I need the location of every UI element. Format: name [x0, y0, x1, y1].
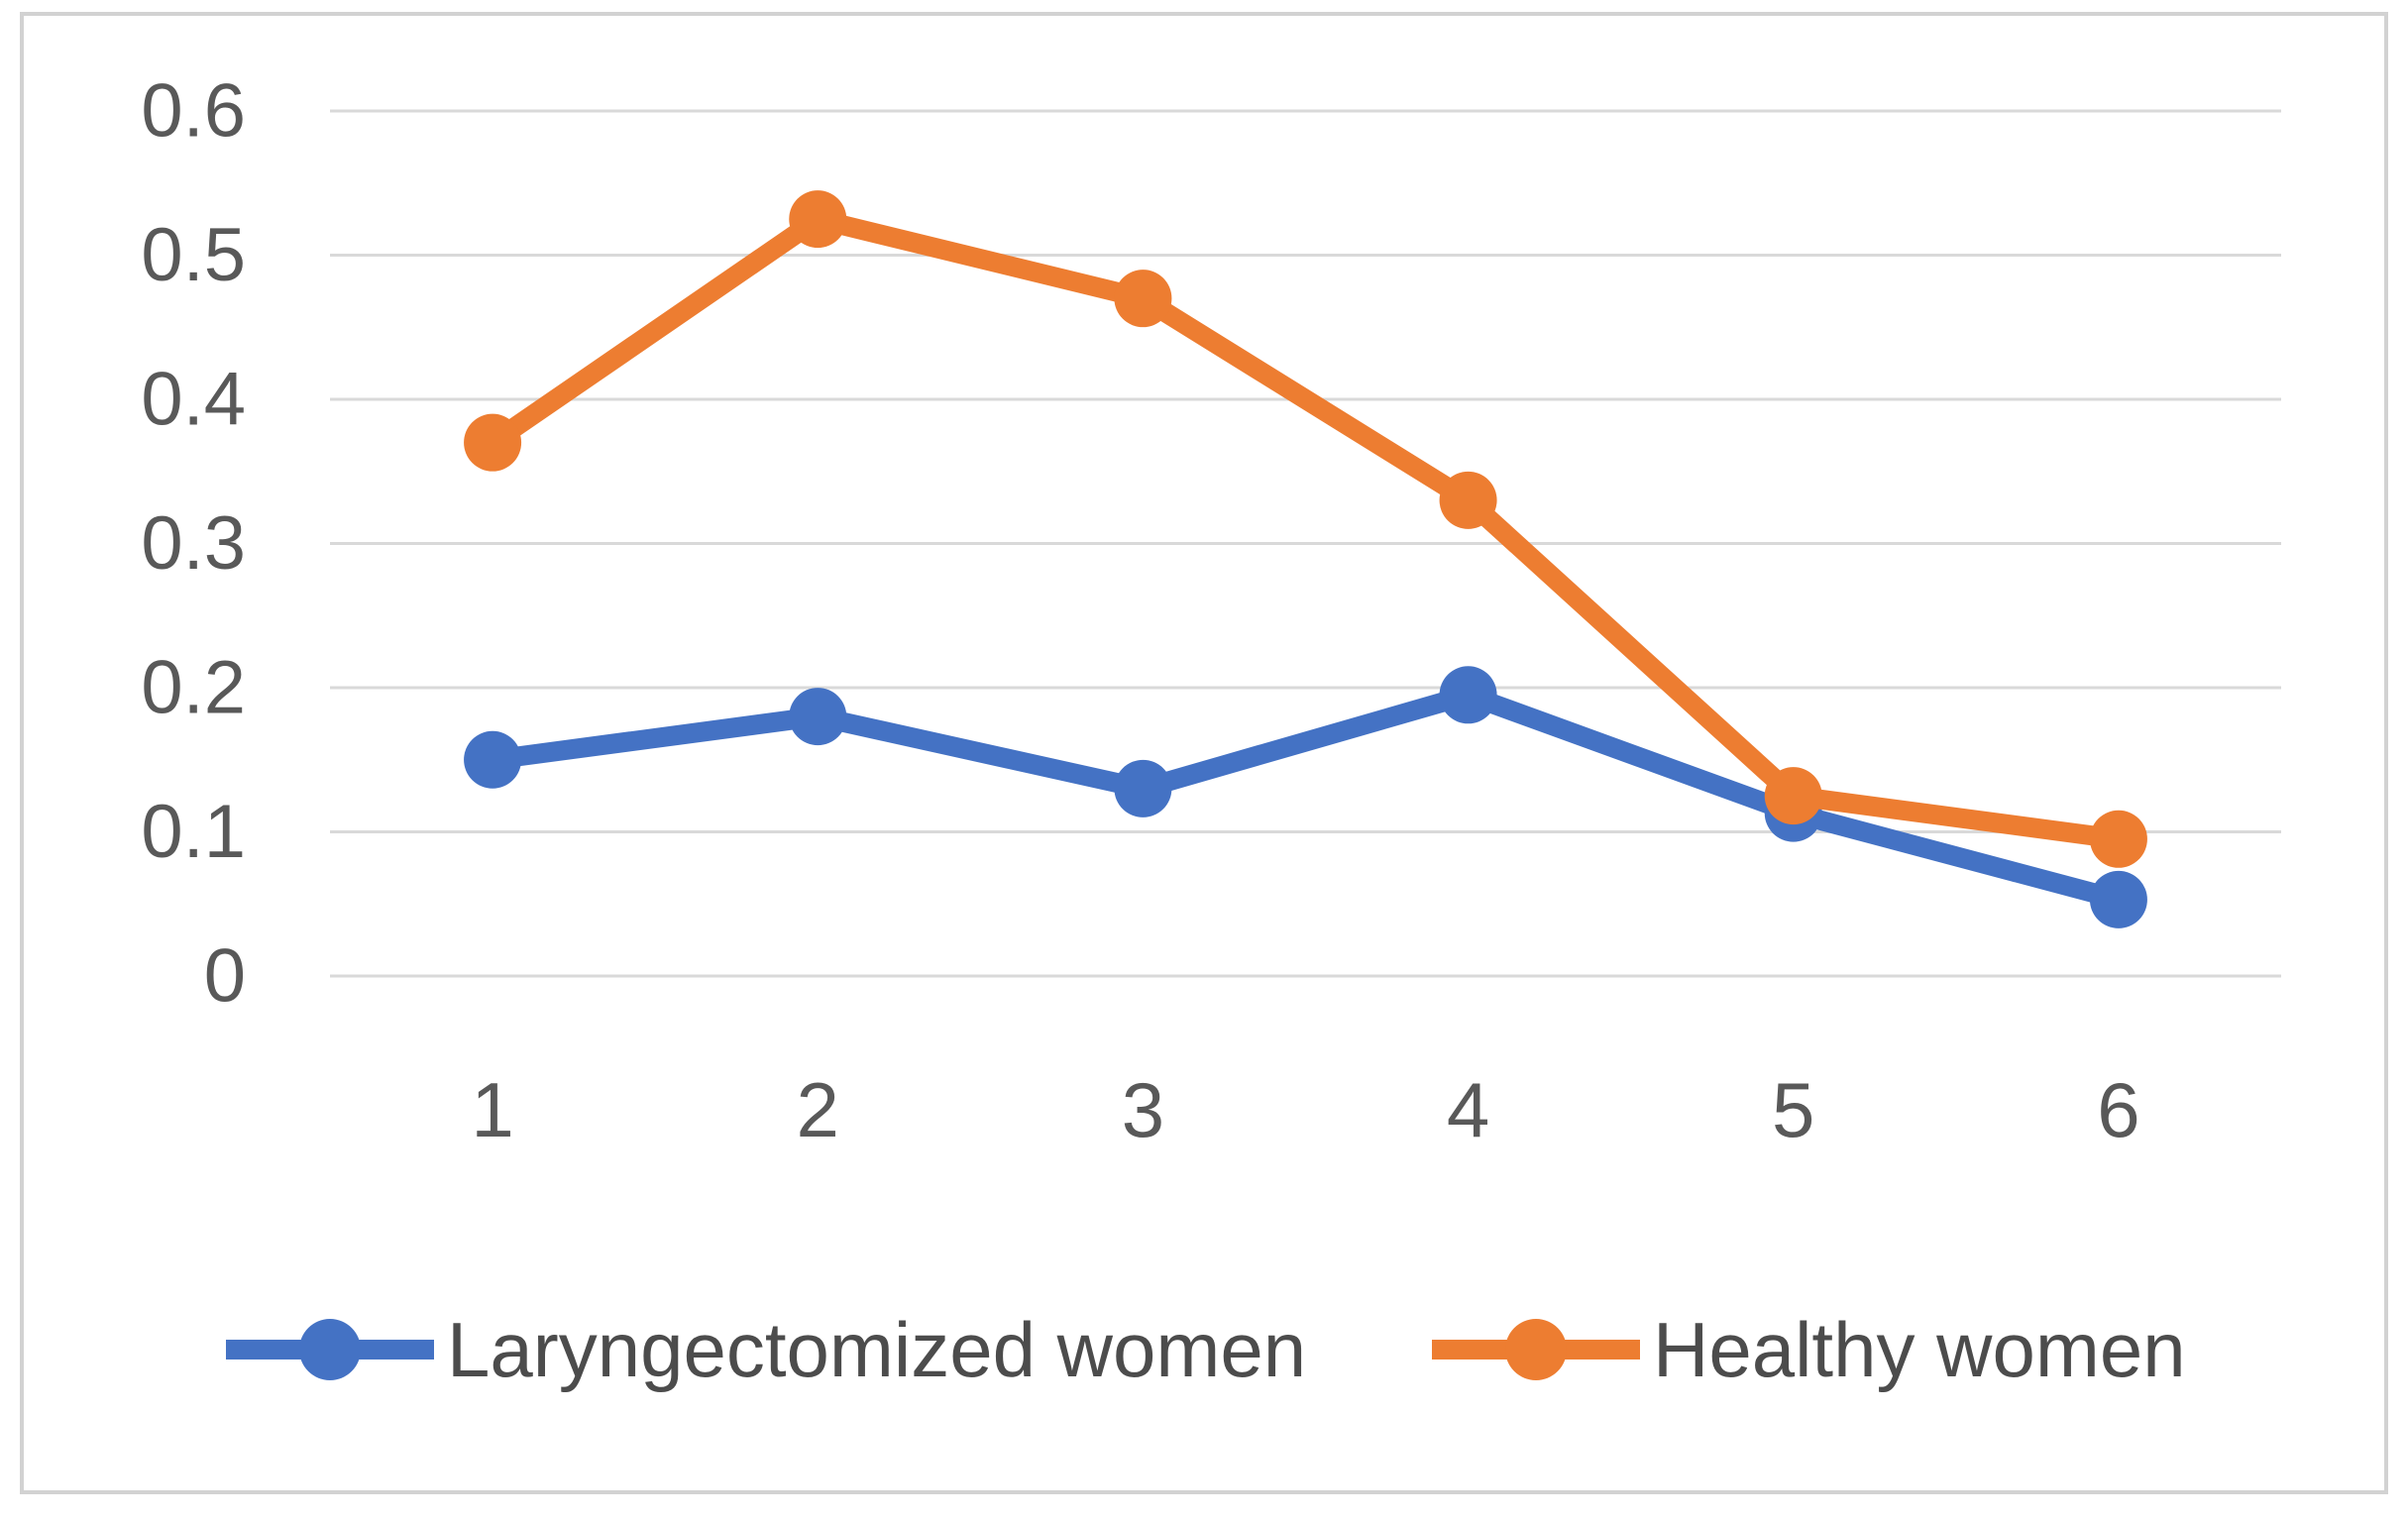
y-axis-labels: 0 0.1 0.2 0.3 0.4 0.5 0.6 [141, 69, 246, 1019]
y-tick-label: 0.6 [141, 69, 246, 154]
series-lines [464, 190, 2147, 928]
series-line-laryngectomized-women [483, 685, 2129, 910]
y-tick-label: 0.4 [141, 358, 246, 442]
series-line-healthy-women [483, 209, 2129, 849]
data-point-marker [2089, 870, 2147, 928]
y-tick-label: 0.1 [141, 790, 246, 874]
x-tick-label: 6 [2097, 1066, 2139, 1153]
x-tick-label: 2 [797, 1066, 839, 1153]
series-laryngectomized-women [464, 666, 2147, 928]
legend: Laryngectomized women Healthy women [226, 1306, 2186, 1393]
x-axis-labels: 1 2 3 4 5 6 [471, 1066, 2139, 1153]
x-tick-label: 4 [1447, 1066, 1489, 1153]
legend-item-healthy-women: Healthy women [1432, 1306, 2186, 1393]
data-point-marker [1439, 666, 1497, 724]
y-tick-label: 0.3 [141, 501, 246, 586]
x-tick-label: 3 [1122, 1066, 1164, 1153]
data-point-marker [1439, 471, 1497, 529]
legend-label: Healthy women [1653, 1306, 2186, 1393]
x-tick-label: 5 [1772, 1066, 1814, 1153]
y-tick-label: 0 [204, 934, 246, 1019]
y-tick-label: 0.2 [141, 646, 246, 730]
data-point-marker [789, 688, 847, 746]
legend-marker-icon [299, 1319, 361, 1380]
data-point-marker [1114, 270, 1172, 328]
chart-frame [20, 12, 2388, 1494]
data-point-marker [464, 730, 522, 789]
series-healthy-women [464, 190, 2147, 868]
data-point-marker [2089, 810, 2147, 868]
legend-marker-icon [1505, 1319, 1567, 1380]
data-point-marker [1114, 759, 1172, 817]
legend-label: Laryngectomized women [447, 1306, 1306, 1393]
data-point-marker [789, 190, 847, 249]
legend-item-laryngectomized-women: Laryngectomized women [226, 1306, 1306, 1393]
x-tick-label: 1 [471, 1066, 513, 1153]
data-point-marker [464, 413, 522, 472]
y-tick-label: 0.5 [141, 213, 246, 297]
data-point-marker [1764, 767, 1822, 825]
